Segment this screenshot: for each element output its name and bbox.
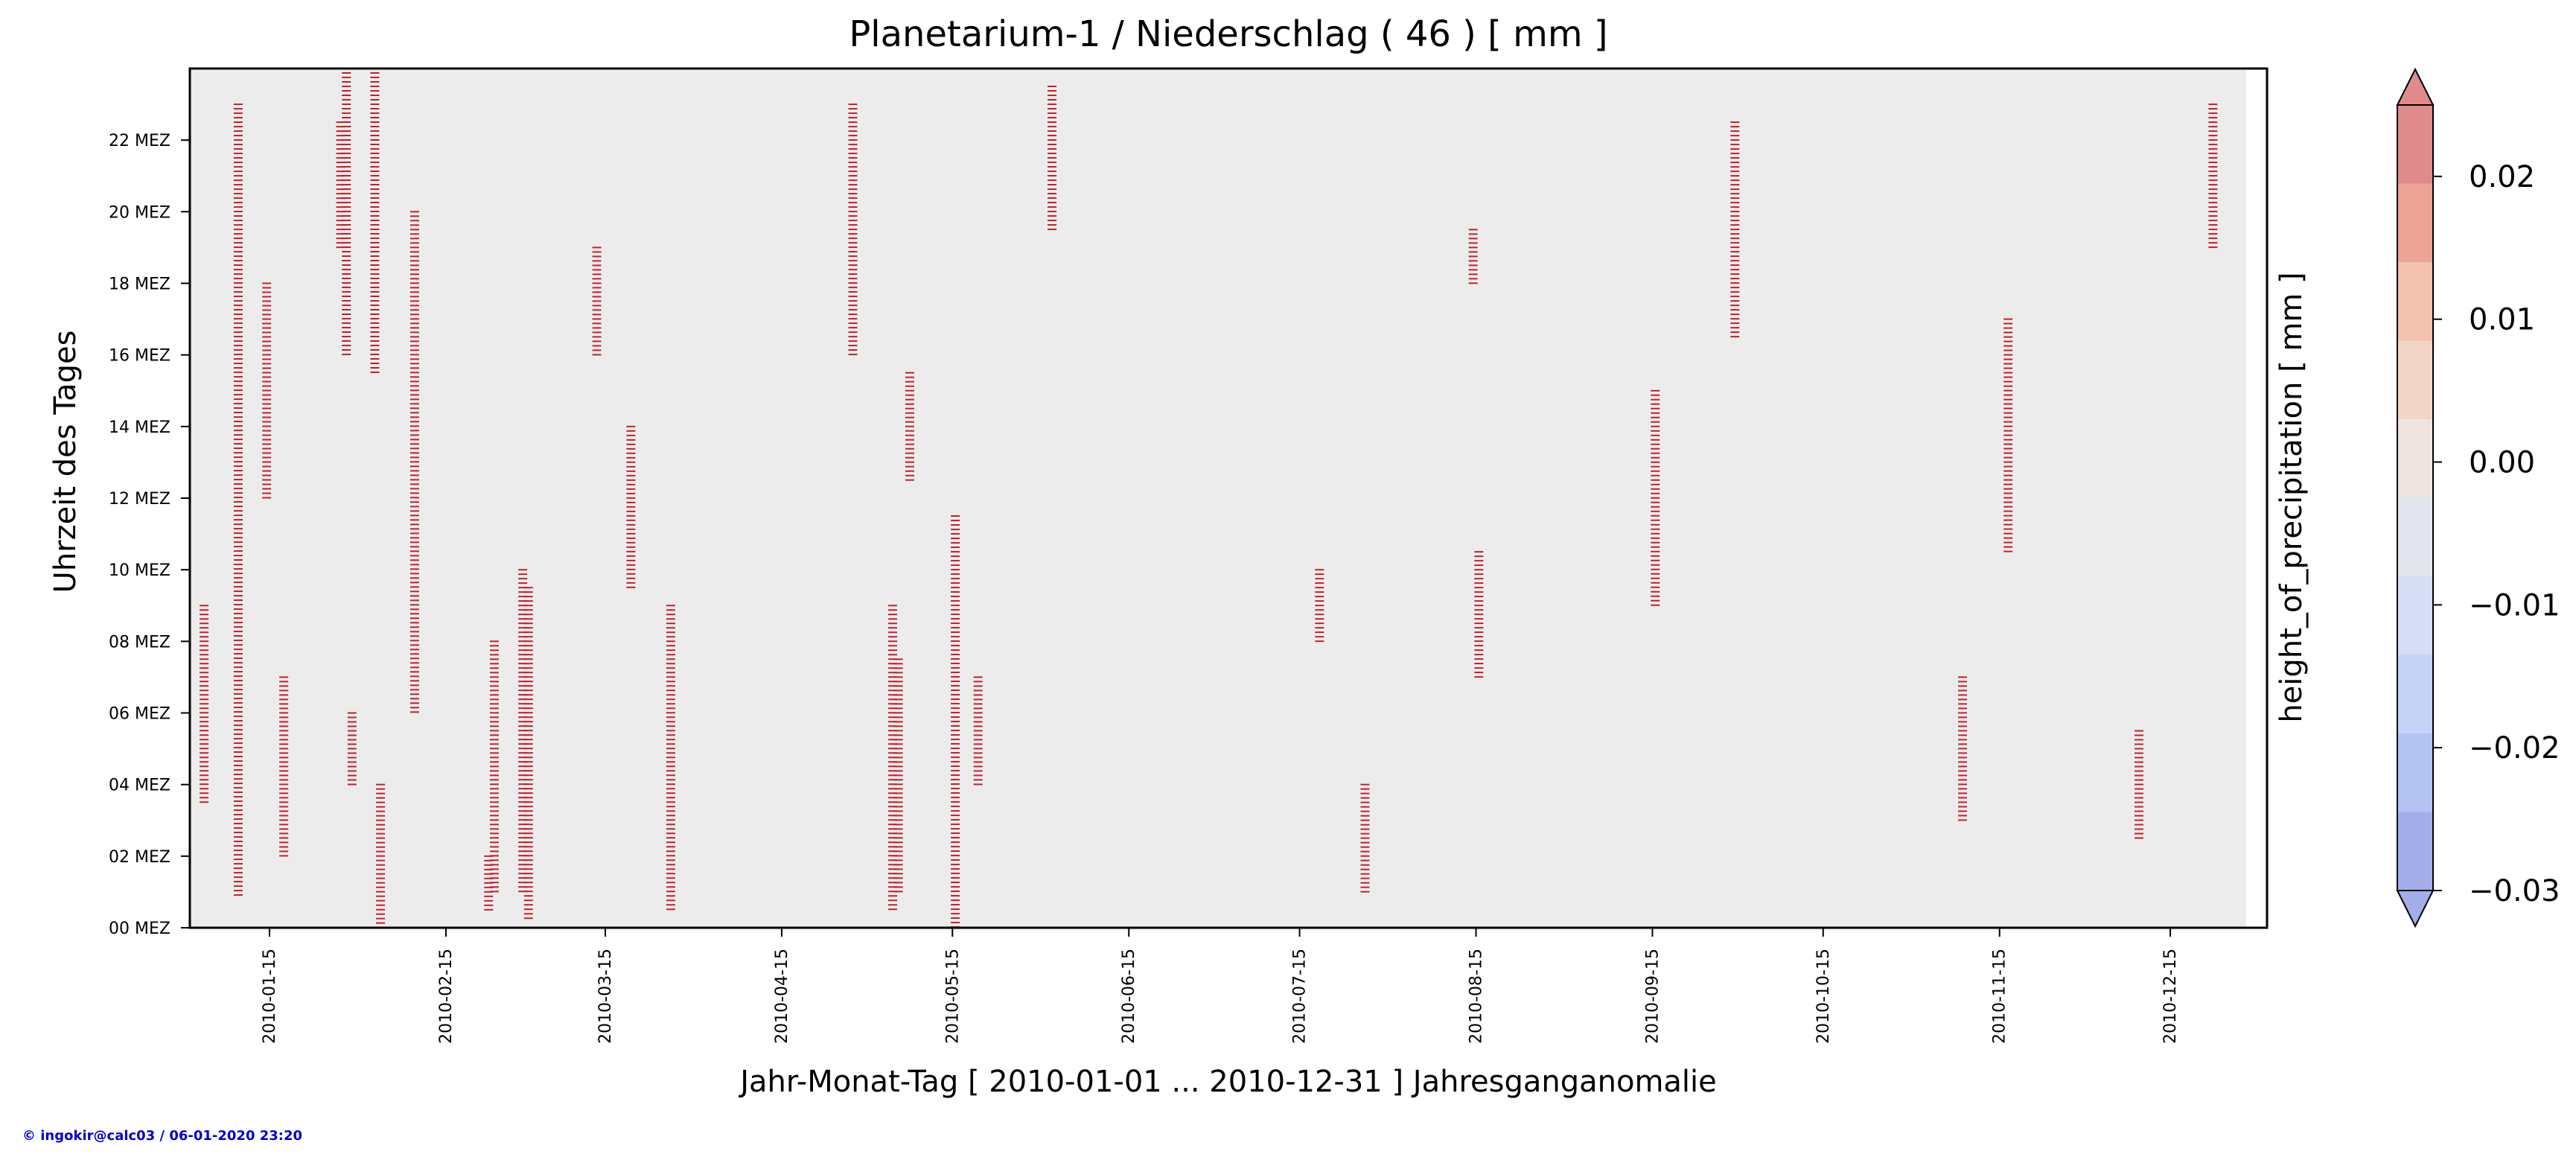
precip-event [347,712,357,786]
precip-event [893,658,903,893]
colorbar-tick-label: −0.01 [2469,588,2560,622]
precip-event [262,282,272,499]
precip-event [1048,86,1057,231]
y-tick-label: 08 MEZ [109,633,170,652]
y-tick-label: 12 MEZ [109,490,170,509]
precip-event [409,211,419,713]
precip-event [2135,730,2144,839]
precip-event [523,587,533,920]
precip-event [1651,389,1660,606]
x-tick-label: 2010-12-15 [2161,949,2180,1044]
precip-event [2208,103,2218,249]
x-tick-label: 2010-07-15 [1291,949,1310,1044]
colorbar-tick-label: 0.00 [2469,446,2535,480]
precip-event [951,515,960,928]
credit-text: © ingokir@calc03 / 06-01-2020 23:20 [22,1128,303,1144]
precip-event [1360,783,1370,893]
colorbar-tick-label: −0.03 [2469,874,2560,908]
colorbar-tick-label: 0.02 [2469,160,2535,194]
y-tick-label: 10 MEZ [109,561,170,580]
y-tick-label: 18 MEZ [109,275,170,294]
colorbar-band [2397,812,2433,891]
x-tick-label: 2010-08-15 [1467,949,1486,1044]
precip-event [489,640,499,893]
precip-event [370,68,380,373]
precip-event [1730,121,1740,338]
y-tick-label: 06 MEZ [109,705,170,724]
y-tick-label: 14 MEZ [109,418,170,437]
precip-event [342,68,351,355]
precip-event [233,103,243,896]
precip-event [2003,318,2013,552]
colorbar-band [2397,340,2433,419]
y-tick-label: 02 MEZ [109,848,170,867]
precip-event [279,676,289,857]
y-tick-label: 04 MEZ [109,777,170,795]
x-tick-label: 2010-05-15 [943,949,962,1044]
colorbar-band [2397,733,2433,812]
precip-event [848,103,858,356]
precip-event [592,246,602,356]
precip-event [973,676,983,786]
x-tick-label: 2010-01-15 [261,949,279,1044]
x-axis-label: Jahr-Monat-Tag [ 2010-01-01 ... 2010-12-… [740,1065,1717,1099]
colorbar-extend-max [2396,67,2435,106]
colorbar-tick-label: 0.01 [2469,303,2535,337]
precip-event [1468,229,1478,284]
precip-event [1315,569,1324,643]
colorbar-band [2397,183,2433,262]
y-tick-label: 00 MEZ [109,920,170,938]
precip-event [1474,551,1484,678]
precip-event [626,425,636,588]
y-tick-label: 16 MEZ [109,347,170,366]
x-tick-label: 2010-09-15 [1643,949,1662,1044]
x-tick-label: 2010-02-15 [437,949,456,1044]
x-tick-label: 2010-06-15 [1120,949,1138,1044]
x-tick-label: 2010-04-15 [773,949,791,1044]
precip-event [1958,676,1968,821]
precip-event [905,372,914,481]
colorbar-band [2397,654,2433,733]
x-tick-label: 2010-10-15 [1814,949,1833,1044]
colorbar-tick-label: −0.02 [2469,731,2560,765]
colorbar-band [2397,497,2433,576]
colorbar-band [2397,262,2433,341]
colorbar-band [2397,105,2433,184]
colorbar-extend-min [2396,890,2435,928]
plot-background [190,69,2246,928]
colorbar-frame [2397,104,2434,891]
chart-title: Planetarium-1 / Niederschlag ( 46 ) [ mm… [849,13,1608,55]
x-tick-label: 2010-03-15 [596,949,615,1044]
y-tick-label: 20 MEZ [109,203,170,222]
colorbar-band [2397,419,2433,498]
precip-event [200,605,209,803]
y-tick-label: 22 MEZ [109,132,170,150]
colorbar-band [2397,576,2433,655]
precip-event [666,605,675,911]
x-tick-label: 2010-11-15 [1991,949,2009,1044]
